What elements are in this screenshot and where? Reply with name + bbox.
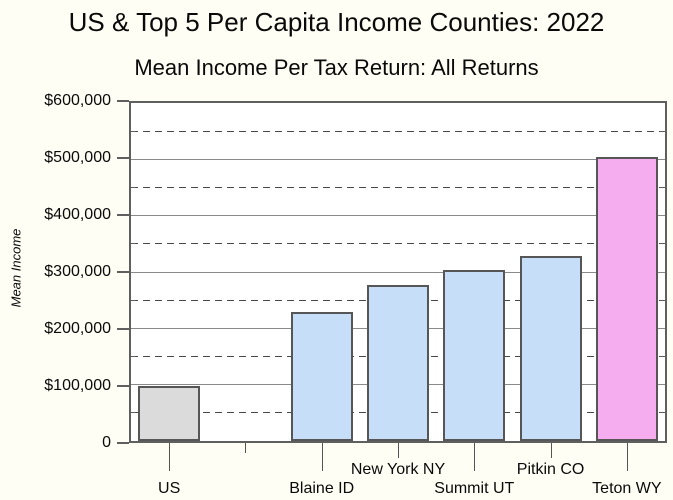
plot-area bbox=[129, 101, 667, 443]
x-tick bbox=[474, 443, 476, 471]
bar-us bbox=[138, 386, 201, 441]
bar-teton-wy bbox=[595, 156, 658, 441]
y-tick-label: $300,000 bbox=[44, 263, 111, 280]
x-category-label: Summit UT bbox=[434, 480, 515, 497]
y-major-tick bbox=[117, 100, 129, 102]
y-major-tick bbox=[117, 442, 129, 444]
x-category-label: Teton WY bbox=[592, 480, 662, 497]
y-major-tick bbox=[117, 214, 129, 216]
x-tick bbox=[169, 443, 171, 471]
y-major-tick bbox=[117, 157, 129, 159]
minor-tick-right bbox=[660, 130, 665, 132]
plot-inner bbox=[131, 103, 665, 441]
gridline-major bbox=[131, 271, 665, 273]
x-tick bbox=[550, 443, 552, 458]
gridline-major bbox=[131, 158, 665, 160]
x-category-label: US bbox=[158, 480, 181, 497]
minor-tick-left bbox=[131, 243, 136, 245]
x-tick bbox=[398, 443, 399, 458]
minor-tick-right bbox=[660, 187, 665, 188]
gridline-major bbox=[131, 215, 665, 217]
chart-title: US & Top 5 Per Capita Income Counties: 2… bbox=[68, 7, 605, 37]
y-tick-label: $400,000 bbox=[44, 206, 111, 223]
gridline-minor bbox=[131, 187, 665, 188]
minor-tick-left bbox=[131, 412, 136, 414]
minor-tick-right bbox=[660, 243, 665, 245]
x-tick bbox=[626, 443, 628, 471]
x-category-label: Pitkin CO bbox=[516, 461, 585, 478]
x-tick bbox=[321, 443, 323, 471]
minor-tick-left bbox=[131, 299, 136, 301]
chart-subtitle: Mean Income Per Tax Return: All Returns bbox=[134, 55, 539, 80]
x-tick bbox=[245, 443, 247, 453]
y-tick-label: $200,000 bbox=[44, 320, 111, 337]
y-tick-label: 0 bbox=[102, 434, 111, 451]
bar-pitkin-co bbox=[519, 255, 582, 441]
minor-tick-left bbox=[131, 130, 136, 132]
minor-tick-right bbox=[660, 356, 665, 357]
x-category-label: New York NY bbox=[350, 461, 446, 478]
y-major-tick bbox=[117, 328, 129, 330]
x-category-label: Blaine ID bbox=[289, 480, 355, 497]
y-tick-label: $600,000 bbox=[44, 92, 111, 109]
minor-tick-right bbox=[660, 299, 665, 301]
y-tick-label: $100,000 bbox=[44, 377, 111, 394]
bar-summit-ut bbox=[443, 269, 506, 441]
bar-blaine-id bbox=[290, 312, 353, 441]
bar-new-york-ny bbox=[367, 284, 429, 441]
y-major-tick bbox=[117, 385, 129, 387]
y-major-tick bbox=[117, 271, 129, 273]
minor-tick-left bbox=[131, 356, 136, 357]
minor-tick-right bbox=[660, 412, 665, 414]
gridline-minor bbox=[131, 130, 665, 132]
y-tick-label: $500,000 bbox=[44, 149, 111, 166]
minor-tick-left bbox=[131, 187, 136, 188]
gridline-minor bbox=[131, 243, 665, 245]
